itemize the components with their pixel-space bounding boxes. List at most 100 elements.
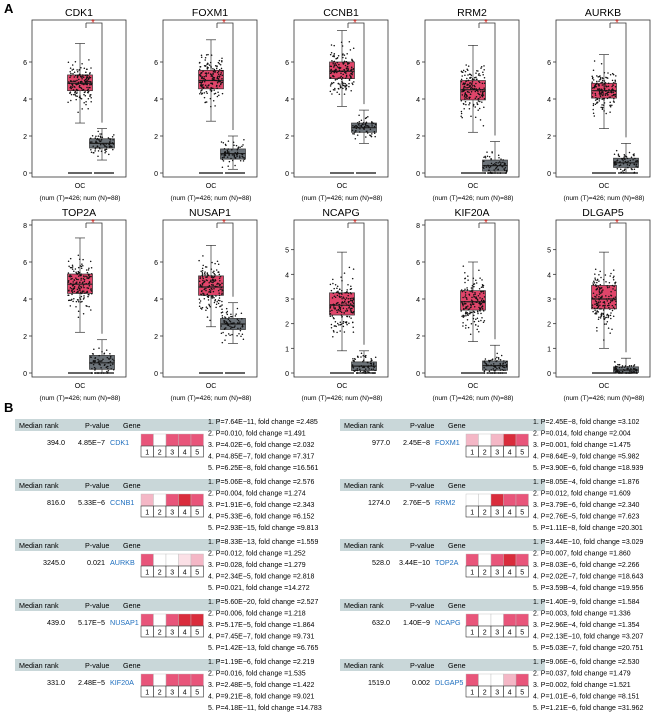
data-point: [213, 301, 216, 304]
chart-title: AURKB: [585, 7, 621, 19]
data-point: [352, 60, 354, 62]
data-point: [462, 90, 465, 93]
data-point: [612, 81, 615, 84]
data-point: [606, 97, 609, 100]
data-point: [613, 162, 616, 165]
data-point: [98, 360, 100, 362]
data-point: [467, 90, 469, 93]
data-point: [198, 298, 201, 300]
data-point: [366, 366, 369, 368]
data-point: [72, 68, 75, 70]
data-point: [482, 74, 484, 76]
data-point: [99, 135, 102, 137]
y-tick-label: 4: [154, 97, 158, 104]
data-point: [466, 307, 468, 309]
data-point: [475, 89, 478, 92]
index-label: 3: [495, 510, 499, 517]
index-label: 3: [170, 570, 174, 577]
data-point: [211, 261, 213, 264]
data-point: [89, 76, 92, 79]
data-point: [613, 308, 616, 310]
header-bar: [340, 659, 545, 671]
data-point: [218, 62, 221, 65]
data-point: [622, 170, 624, 172]
data-point: [374, 356, 377, 358]
data-point: [611, 299, 614, 301]
data-point: [621, 158, 623, 160]
data-point: [81, 74, 84, 76]
data-point: [222, 331, 224, 334]
data-point: [480, 312, 482, 315]
data-point: [480, 90, 482, 93]
data-point: [331, 315, 334, 317]
data-point: [477, 109, 479, 111]
data-point: [329, 313, 332, 315]
data-point: [610, 317, 612, 320]
heat-cell: [490, 673, 504, 687]
data-point: [213, 89, 215, 91]
data-point: [199, 92, 201, 95]
data-point: [214, 79, 216, 82]
data-point: [76, 298, 79, 301]
data-point: [89, 141, 92, 143]
data-point: [331, 303, 333, 306]
data-point: [610, 90, 613, 93]
plot-frame: [293, 219, 389, 378]
data-point: [481, 92, 484, 94]
y-tick-label: 3: [547, 297, 551, 304]
plot-frame: [31, 19, 127, 178]
data-point: [90, 293, 93, 295]
index-label: 2: [158, 570, 162, 577]
data-point: [204, 101, 207, 104]
data-point: [478, 93, 480, 95]
data-point: [600, 276, 602, 279]
data-point: [84, 91, 86, 93]
data-point: [460, 99, 463, 102]
data-point: [213, 287, 215, 290]
data-point: [464, 294, 467, 296]
y-tick-label: 2: [547, 134, 551, 141]
data-point: [336, 66, 339, 68]
data-point: [211, 87, 213, 90]
tumor-points: [460, 265, 486, 335]
data-point: [595, 285, 597, 288]
data-point: [236, 335, 238, 337]
data-point: [593, 280, 595, 282]
data-point: [211, 294, 213, 297]
heat-cell: [478, 613, 492, 627]
data-point: [205, 91, 208, 93]
data-point: [481, 82, 484, 85]
data-point: [200, 83, 203, 85]
data-point: [107, 370, 110, 372]
data-point: [80, 66, 82, 69]
data-point: [336, 285, 339, 288]
data-point: [350, 317, 352, 319]
data-point: [100, 372, 103, 374]
header-gene: Gene: [448, 601, 466, 610]
data-point: [592, 108, 594, 111]
data-point: [592, 112, 595, 114]
data-point: [215, 85, 218, 87]
data-point: [229, 325, 231, 328]
data-point: [223, 320, 226, 322]
data-point: [330, 69, 332, 71]
gene-name: CDK1: [110, 438, 129, 447]
data-point: [504, 366, 506, 369]
data-point: [201, 84, 203, 87]
data-point: [233, 154, 236, 156]
data-point: [74, 60, 77, 63]
data-point: [593, 86, 596, 89]
data-point: [370, 368, 373, 370]
data-point: [597, 83, 600, 86]
data-point: [600, 88, 603, 90]
y-tick-label: 4: [154, 297, 158, 304]
data-point: [221, 166, 224, 168]
data-point: [230, 327, 232, 329]
data-point: [343, 93, 346, 95]
header-gene: Gene: [448, 481, 466, 490]
data-point: [200, 270, 202, 273]
data-point: [221, 341, 224, 344]
